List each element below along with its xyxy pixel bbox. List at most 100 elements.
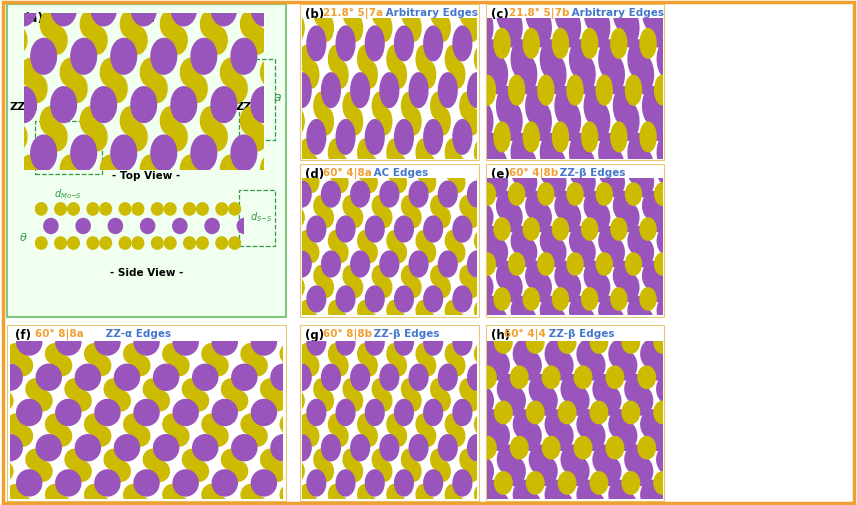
Circle shape (231, 364, 257, 390)
Circle shape (392, 155, 406, 182)
Circle shape (508, 75, 524, 105)
Circle shape (213, 329, 237, 355)
Circle shape (453, 216, 471, 242)
Circle shape (336, 286, 355, 312)
Circle shape (208, 426, 228, 446)
Circle shape (646, 422, 668, 450)
Circle shape (60, 59, 81, 86)
Circle shape (65, 379, 85, 399)
Text: 60° 4|8a: 60° 4|8a (323, 168, 372, 179)
Circle shape (570, 133, 590, 172)
Circle shape (435, 108, 450, 135)
Circle shape (628, 296, 649, 325)
Circle shape (516, 56, 536, 93)
Circle shape (7, 26, 27, 54)
Circle shape (406, 207, 421, 227)
Circle shape (464, 390, 479, 411)
Circle shape (561, 445, 584, 474)
Circle shape (0, 390, 13, 411)
Circle shape (13, 356, 33, 376)
Circle shape (638, 436, 656, 459)
Circle shape (560, 203, 580, 232)
Circle shape (67, 75, 87, 103)
Circle shape (614, 422, 637, 450)
Circle shape (328, 231, 343, 251)
Circle shape (496, 87, 517, 125)
Circle shape (487, 238, 507, 267)
Circle shape (583, 422, 605, 450)
Circle shape (468, 251, 486, 277)
Circle shape (131, 87, 157, 123)
Circle shape (111, 135, 136, 171)
Circle shape (377, 207, 392, 227)
Circle shape (267, 390, 287, 411)
Circle shape (603, 238, 624, 267)
Circle shape (494, 472, 512, 494)
Circle shape (321, 181, 340, 207)
Text: $d_{Mo\mathregular{-}S}$: $d_{Mo\mathregular{-}S}$ (54, 187, 82, 200)
Circle shape (189, 461, 208, 481)
Circle shape (221, 379, 241, 399)
Circle shape (348, 14, 363, 41)
Circle shape (402, 449, 417, 470)
Circle shape (648, 9, 668, 47)
Circle shape (163, 414, 183, 434)
Circle shape (105, 379, 123, 399)
Circle shape (431, 449, 446, 470)
Circle shape (541, 226, 561, 255)
Circle shape (363, 312, 377, 332)
Circle shape (115, 435, 140, 461)
Circle shape (479, 75, 495, 105)
Circle shape (555, 87, 576, 125)
Circle shape (132, 203, 144, 215)
Circle shape (538, 75, 554, 105)
Circle shape (657, 133, 678, 172)
Circle shape (348, 461, 363, 481)
Circle shape (439, 73, 457, 108)
Text: (b): (b) (305, 8, 325, 21)
Circle shape (479, 253, 495, 275)
Circle shape (593, 375, 615, 403)
Circle shape (566, 386, 589, 415)
Circle shape (105, 449, 123, 470)
Circle shape (560, 273, 580, 301)
Circle shape (299, 231, 314, 251)
Circle shape (319, 390, 333, 411)
Circle shape (207, 26, 227, 54)
Circle shape (421, 312, 435, 332)
Circle shape (590, 331, 608, 353)
Circle shape (628, 133, 649, 172)
Circle shape (60, 155, 81, 183)
Circle shape (170, 426, 189, 446)
Circle shape (261, 155, 280, 183)
Circle shape (351, 251, 369, 277)
Circle shape (211, 87, 237, 123)
Circle shape (545, 410, 567, 438)
Circle shape (435, 461, 450, 481)
Text: 60° 8|8b: 60° 8|8b (323, 329, 372, 340)
Circle shape (598, 386, 620, 415)
Circle shape (606, 366, 624, 388)
Circle shape (130, 356, 150, 376)
Bar (239, 59, 275, 140)
Circle shape (348, 390, 363, 411)
Circle shape (450, 172, 464, 192)
Circle shape (357, 414, 372, 434)
Text: $\theta$: $\theta$ (20, 231, 28, 243)
Circle shape (558, 472, 576, 494)
Circle shape (526, 191, 547, 220)
Circle shape (431, 379, 446, 399)
Circle shape (439, 364, 457, 390)
Circle shape (187, 75, 207, 103)
Circle shape (574, 168, 595, 196)
Circle shape (387, 139, 402, 166)
Circle shape (487, 149, 507, 187)
Text: AC Edges: AC Edges (370, 168, 428, 178)
Circle shape (363, 426, 377, 446)
Circle shape (304, 155, 319, 182)
Circle shape (439, 181, 457, 207)
Circle shape (171, 87, 196, 123)
Circle shape (402, 266, 417, 286)
Circle shape (333, 61, 348, 88)
Circle shape (654, 331, 671, 353)
